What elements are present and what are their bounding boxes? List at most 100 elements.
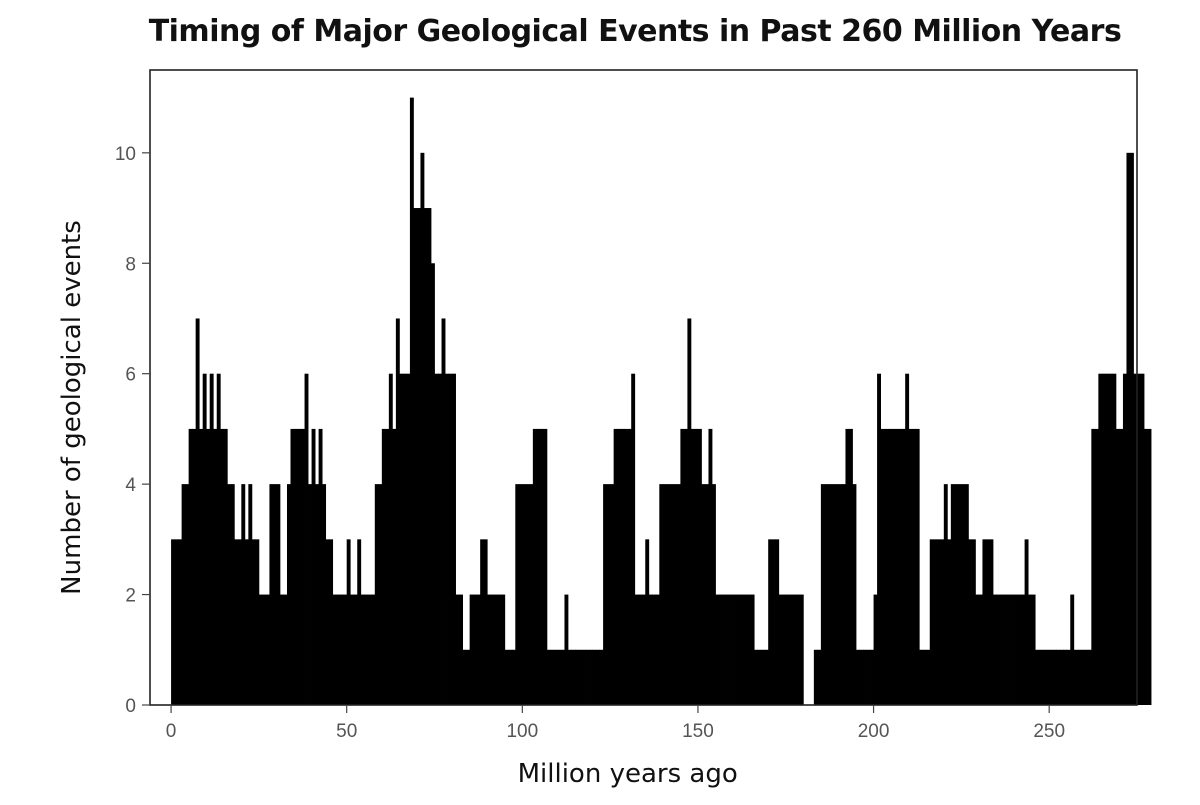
bar (891, 428, 896, 705)
bar (213, 428, 218, 705)
bar (1063, 649, 1068, 705)
bar (940, 539, 945, 705)
bar (908, 428, 913, 705)
bar (1101, 373, 1106, 705)
bar (971, 539, 976, 705)
bar (301, 428, 305, 705)
bar (195, 318, 200, 705)
bar (898, 428, 903, 705)
bar (848, 428, 853, 705)
bar (1126, 152, 1131, 706)
bar (726, 594, 730, 705)
bar (785, 594, 790, 705)
bar (539, 428, 544, 705)
bar (596, 649, 600, 705)
bar (483, 539, 488, 705)
bar (947, 539, 952, 705)
y-tick-label: 2 (125, 586, 136, 607)
bar (697, 428, 702, 705)
bar (820, 484, 825, 705)
bar (778, 594, 783, 705)
bar (645, 539, 650, 705)
bar (332, 594, 337, 705)
bar (518, 484, 523, 705)
bar (430, 263, 435, 705)
bar (357, 539, 362, 705)
bar (508, 649, 513, 705)
bar (701, 484, 706, 705)
bar (318, 428, 323, 705)
bar (704, 484, 709, 705)
bar (448, 373, 453, 705)
bar (575, 649, 579, 705)
y-axis: 0 2 4 6 8 10 (115, 144, 150, 717)
bar (1000, 594, 1004, 705)
bar (961, 484, 966, 705)
bar (371, 594, 376, 705)
bar (1129, 152, 1134, 706)
bar (659, 484, 664, 705)
bar (1052, 649, 1057, 705)
bar (624, 428, 629, 705)
bar (202, 373, 207, 705)
bar (385, 428, 390, 705)
bar (381, 428, 386, 705)
bar (413, 208, 418, 706)
bar (792, 594, 797, 705)
bar (789, 594, 794, 705)
bar (469, 594, 474, 705)
bar (1147, 428, 1152, 705)
x-tick-label: 100 (506, 721, 538, 742)
bar (975, 594, 980, 705)
bar (1077, 649, 1082, 705)
bar (933, 539, 938, 705)
x-tick-label: 200 (858, 721, 890, 742)
bar (283, 594, 288, 705)
bar (1144, 428, 1148, 705)
bar (304, 373, 309, 705)
bar (543, 428, 548, 705)
bar (827, 484, 832, 705)
bar (582, 649, 586, 705)
bar (360, 594, 365, 705)
bar (606, 484, 611, 705)
bar (1119, 428, 1124, 705)
bar (1115, 428, 1120, 705)
bar (227, 484, 232, 705)
bar (1014, 594, 1018, 705)
bar (286, 484, 291, 705)
bar (662, 484, 667, 705)
x-tick-label: 50 (336, 721, 357, 742)
bar (234, 539, 239, 705)
bar (743, 594, 748, 705)
bar (220, 428, 225, 705)
bar (1108, 373, 1113, 705)
bar (269, 484, 274, 705)
bar (378, 484, 383, 705)
bar (708, 428, 713, 705)
bar (374, 484, 379, 705)
bar (1042, 649, 1047, 705)
bar (768, 539, 773, 705)
bar (711, 484, 716, 705)
bar (957, 484, 962, 705)
bar (771, 539, 776, 705)
y-tick-label: 0 (125, 696, 136, 717)
bar (989, 539, 994, 705)
bar (796, 594, 801, 705)
bar (339, 594, 344, 705)
x-tick-label: 0 (166, 721, 177, 742)
bar (740, 594, 745, 705)
bar (978, 594, 983, 705)
bar (262, 594, 267, 705)
bar (880, 428, 885, 705)
bar (395, 318, 400, 705)
bar (546, 649, 551, 705)
bar (343, 594, 348, 705)
bar (683, 428, 688, 705)
bar (1140, 373, 1145, 705)
bar (441, 318, 446, 705)
x-tick-label: 250 (1033, 721, 1065, 742)
bar (550, 649, 555, 705)
